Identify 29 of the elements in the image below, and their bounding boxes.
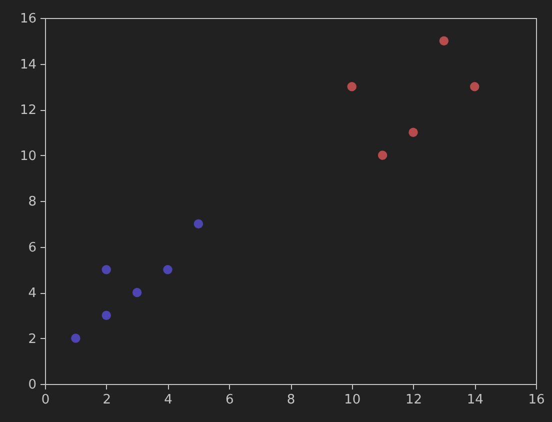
y-tick-label: 16: [20, 12, 36, 26]
y-tick-label: 2: [28, 332, 36, 347]
y-tick-label: 8: [28, 194, 36, 210]
x-tick-label: 8: [286, 392, 296, 408]
y-tick-label: 0: [28, 378, 36, 392]
x-tick-label: 2: [102, 392, 112, 408]
y-tick-label: 4: [28, 286, 36, 301]
point: [408, 128, 418, 137]
point: [163, 265, 172, 274]
point: [194, 219, 204, 228]
x-tick-label: 0: [41, 392, 50, 408]
y-tick-label: 6: [28, 240, 36, 256]
x-tick-label: 16: [528, 392, 545, 408]
point: [378, 150, 388, 160]
point: [102, 310, 111, 320]
point: [102, 265, 111, 274]
point: [71, 334, 80, 343]
point: [470, 82, 480, 92]
x-tick-label: 12: [405, 392, 422, 408]
x-tick-label: 6: [225, 392, 234, 408]
y-tick-label: 14: [20, 57, 36, 72]
y-tick-label: 12: [20, 103, 36, 118]
point: [347, 82, 356, 92]
point: [132, 288, 142, 298]
point: [439, 36, 449, 46]
y-tick-label: 10: [20, 148, 36, 164]
x-tick-label: 4: [164, 392, 172, 408]
x-tick-label: 10: [344, 392, 361, 408]
x-tick-label: 14: [466, 392, 484, 408]
